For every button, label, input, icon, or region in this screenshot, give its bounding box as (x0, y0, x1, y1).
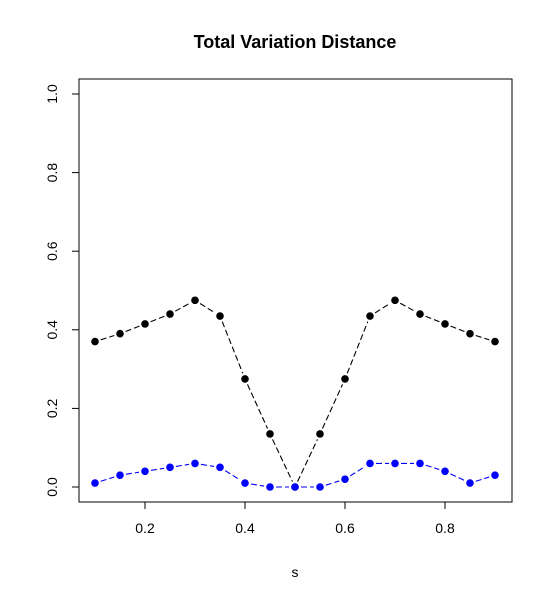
y-tick-label: 0.0 (44, 477, 60, 497)
data-point (141, 467, 149, 476)
chart-title: Total Variation Distance (194, 32, 397, 52)
y-tick-label: 0.2 (44, 398, 60, 418)
series-line-segment (425, 464, 440, 471)
data-point (416, 310, 424, 318)
series-1 (91, 296, 499, 491)
data-point (216, 463, 224, 472)
series-line-segment (450, 325, 465, 333)
series-line-segment (250, 483, 265, 487)
series-line-segment (246, 384, 269, 429)
series-line-segment (297, 439, 318, 482)
data-point (316, 430, 324, 438)
series-line-segment (100, 335, 115, 341)
data-point (166, 463, 174, 472)
data-point (316, 483, 324, 491)
data-point (91, 479, 99, 487)
data-point (241, 375, 249, 383)
series-line-segment (199, 303, 216, 314)
x-tick-label: 0.6 (335, 520, 355, 536)
data-point (141, 320, 149, 328)
y-tick-label: 0.6 (44, 241, 60, 261)
x-axis: 0.2 0.4 0.6 0.8 (135, 502, 455, 536)
data-point (191, 296, 199, 305)
data-point (341, 475, 349, 483)
series-line-segment (349, 466, 366, 477)
data-point (91, 337, 99, 346)
data-point (441, 467, 449, 476)
x-tick-label: 0.4 (235, 520, 255, 536)
plot-frame (78, 78, 513, 503)
data-point (491, 471, 499, 480)
series-line-segment (125, 471, 140, 475)
series-line-segment (150, 315, 165, 323)
data-point (466, 329, 474, 338)
series-2 (91, 459, 499, 491)
data-point (366, 312, 374, 320)
series-line-segment (100, 476, 115, 482)
x-tick-label: 0.2 (135, 520, 155, 536)
data-point (291, 483, 299, 491)
series-line-segment (475, 335, 490, 341)
series-line-segment (321, 384, 344, 429)
series-line-segment (175, 463, 190, 467)
y-tick-label: 1.0 (44, 84, 60, 104)
data-point (441, 320, 449, 328)
data-point (341, 375, 349, 383)
series-line-segment (475, 476, 490, 482)
data-point (266, 483, 274, 491)
data-point (391, 296, 399, 305)
data-point (116, 471, 124, 480)
data-point (466, 479, 474, 487)
y-tick-label: 0.8 (44, 163, 60, 183)
data-point (491, 337, 499, 346)
x-tick-label: 0.8 (435, 520, 455, 536)
series-line-segment (174, 302, 191, 312)
series-line-segment (221, 321, 244, 374)
series-layer (91, 296, 499, 491)
y-axis: 0.0 0.2 0.4 0.6 0.8 1.0 (44, 84, 79, 497)
data-point (191, 459, 199, 468)
x-axis-label: s (292, 564, 299, 580)
data-point (166, 310, 174, 318)
series-line-segment (399, 302, 416, 312)
data-point (116, 329, 124, 338)
series-line-segment (325, 480, 340, 486)
data-point (416, 459, 424, 468)
series-line-segment (200, 463, 215, 467)
data-point (241, 479, 249, 487)
y-tick-label: 0.4 (44, 320, 60, 340)
data-point (391, 459, 399, 468)
data-point (266, 430, 274, 438)
series-line-segment (346, 321, 369, 374)
data-point (216, 312, 224, 320)
series-line-segment (450, 473, 465, 482)
series-line-segment (224, 470, 241, 481)
data-point (366, 459, 374, 468)
series-line-segment (150, 467, 165, 471)
series-line-segment (374, 303, 391, 314)
series-line-segment (272, 439, 293, 482)
series-line-segment (425, 315, 440, 323)
series-line-segment (125, 325, 140, 333)
